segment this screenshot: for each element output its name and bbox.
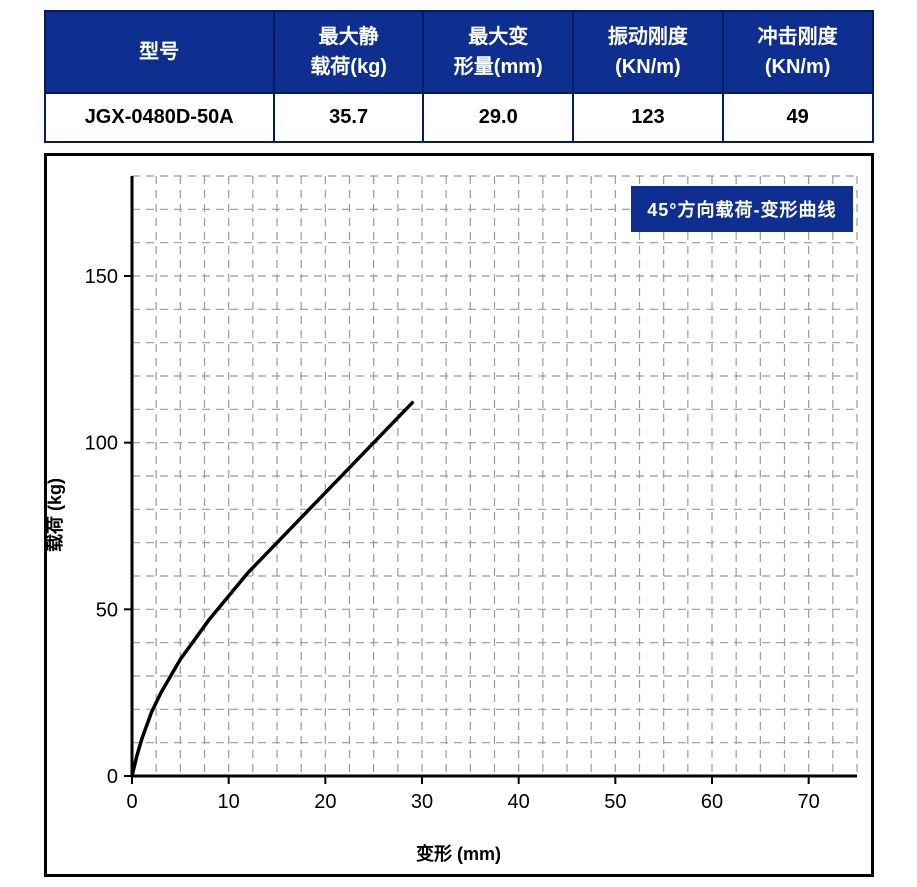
cell-vib-stiff: 123 xyxy=(573,93,723,142)
cell-model: JGX-0480D-50A xyxy=(45,93,274,142)
th-text-l1: 冲击刚度 xyxy=(758,26,838,48)
x-axis-label: 变形 (mm) xyxy=(47,836,871,874)
svg-text:100: 100 xyxy=(84,433,117,455)
table-row: JGX-0480D-50A 35.7 29.0 123 49 xyxy=(45,93,873,142)
table-header-row: 型号 最大静 载荷(kg) 最大变 形量(mm) 振动刚度 (KN/m) 冲击刚… xyxy=(45,11,873,93)
chart-title-badge: 45°方向载荷-变形曲线 xyxy=(631,186,852,232)
page-container: 型号 最大静 载荷(kg) 最大变 形量(mm) 振动刚度 (KN/m) 冲击刚… xyxy=(10,10,907,877)
th-text-l2: 载荷(kg) xyxy=(310,56,387,78)
spec-table: 型号 最大静 载荷(kg) 最大变 形量(mm) 振动刚度 (KN/m) 冲击刚… xyxy=(44,10,874,143)
svg-text:30: 30 xyxy=(410,791,432,813)
th-text-l1: 振动刚度 xyxy=(608,26,688,48)
svg-text:0: 0 xyxy=(106,766,117,788)
chart-svg: 0 10 20 30 40 50 60 70 0 50 100 150 xyxy=(47,156,871,836)
y-axis-label: 载荷 (kg) xyxy=(41,478,67,552)
svg-text:0: 0 xyxy=(126,791,137,813)
svg-text:40: 40 xyxy=(507,791,529,813)
th-text-l2: 形量(mm) xyxy=(454,56,543,78)
th-text-l2: (KN/m) xyxy=(765,56,831,78)
svg-text:50: 50 xyxy=(604,791,626,813)
svg-text:50: 50 xyxy=(95,599,117,621)
svg-text:70: 70 xyxy=(797,791,819,813)
cell-max-static: 35.7 xyxy=(274,93,424,142)
th-text-l1: 最大变 xyxy=(468,26,528,48)
cell-shock-stiff: 49 xyxy=(723,93,873,142)
svg-text:10: 10 xyxy=(217,791,239,813)
svg-text:20: 20 xyxy=(314,791,336,813)
chart-container: 载荷 (kg) 45°方向载荷-变形曲线 0 10 20 30 40 50 60 70 0 50 1… xyxy=(44,153,874,877)
th-model: 型号 xyxy=(45,11,274,93)
th-max-static: 最大静 载荷(kg) xyxy=(274,11,424,93)
th-text: 型号 xyxy=(139,41,179,63)
svg-text:60: 60 xyxy=(700,791,722,813)
th-vib-stiff: 振动刚度 (KN/m) xyxy=(573,11,723,93)
th-max-def: 最大变 形量(mm) xyxy=(423,11,573,93)
svg-text:150: 150 xyxy=(84,266,117,288)
th-text-l1: 最大静 xyxy=(319,26,379,48)
th-shock-stiff: 冲击刚度 (KN/m) xyxy=(723,11,873,93)
cell-max-def: 29.0 xyxy=(423,93,573,142)
th-text-l2: (KN/m) xyxy=(615,56,681,78)
